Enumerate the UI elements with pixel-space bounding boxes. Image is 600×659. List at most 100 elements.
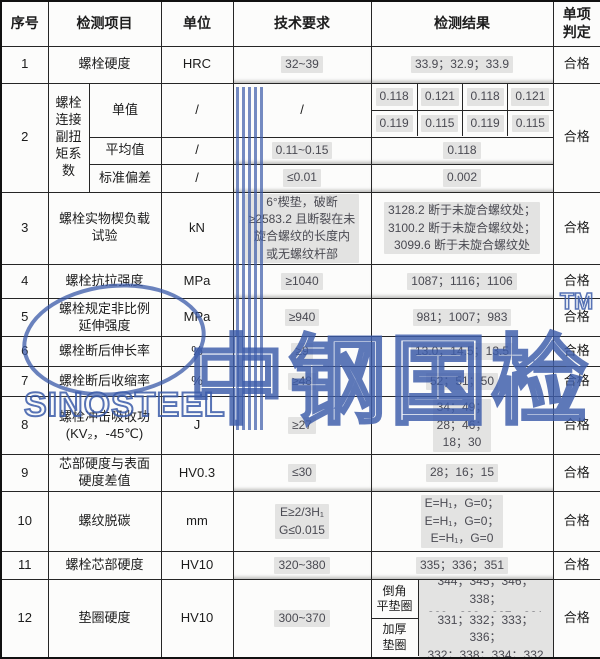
cell-r2-sub3-label: 标准偏差 [88,163,162,193]
value-chip: 0.121 [420,88,459,106]
value-chip: ≤0.01 [283,169,321,187]
cell-r2-sub2-result: 0.118 [370,136,554,165]
cell-r6-no: 6 [0,336,49,368]
value-chip: 0.115 [511,114,549,133]
cell-r2-item: 螺栓 连接 副扭 矩系 数 [47,82,90,193]
cell-r6-unit: % [160,336,234,368]
cell-r1-requirement: 32~39 [232,45,372,84]
table-row: 6 螺栓断后伸长率 % ≥9 13.0；14.5；13.5 合格 [0,336,600,368]
cell-r8-requirement: ≥27 [232,396,372,456]
cell-r9-no: 9 [0,454,49,493]
col-header-unit: 单位 [160,0,234,47]
cell-r7-result: 52；51；50 [370,366,554,398]
value-chip: ≥9 [291,342,313,361]
value-chip: 6°楔垫，破断 ≥2583.2 且断裂在未 旋合螺纹的长度内 或无螺纹杆部 [244,193,360,264]
cell-r6-judgment: 合格 [552,336,600,368]
cell-r3-no: 3 [0,191,49,266]
cell-r3-unit: kN [160,191,234,266]
value-chip: E≥2/3H₁ G≤0.015 [275,504,329,539]
value-chip: ≥940 [284,308,320,327]
cell-r10-judgment: 合格 [552,491,600,553]
cell-r7-judgment: 合格 [552,366,600,398]
cell-r8-result: 34；49； 28；46； 18；30 [370,396,554,456]
cell-r2-no: 2 [0,82,49,193]
cell-r4-unit: MPa [160,264,234,300]
cell-r12-result: 倒角 平垫圈 344；345；346；338； 329；333；327；331 … [370,579,554,659]
washer-type-label: 倒角 平垫圈 [372,580,419,619]
col-header-requirement: 技术要求 [232,0,372,47]
cell-r3-requirement: 6°楔垫，破断 ≥2583.2 且断裂在未 旋合螺纹的长度内 或无螺纹杆部 [232,191,372,266]
cell-r1-unit: HRC [160,45,234,84]
value-chip: 0.11~0.15 [271,141,333,160]
cell-r12-unit: HV10 [160,579,234,659]
cell-r8-unit: J [160,396,234,456]
value-chip: ≤30 [288,464,316,482]
value-chip: ≥27 [288,416,316,435]
cell-r5-item: 螺栓规定非比例 延伸强度 [47,298,162,338]
cell-r2-sub2-requirement: 0.11~0.15 [232,136,372,165]
table-row: 2 螺栓 连接 副扭 矩系 数 单值 / / 0.118 0.121 0.118… [0,82,600,193]
cell-r9-requirement: ≤30 [232,454,372,493]
cell-r11-judgment: 合格 [552,551,600,581]
cell-r2-sub1-unit: / [160,82,234,138]
cell-r2-sub1-label: 单值 [88,82,162,138]
table-row: 11 螺栓芯部硬度 HV10 320~380 335；336；351 合格 [0,551,600,581]
value-chip: 0.115 [421,114,459,133]
cell-r9-result: 28；16；15 [370,454,554,493]
table-row: 8 螺栓冲击吸收功 (KV₂，-45℃) J ≥27 34；49； 28；46；… [0,396,600,456]
value-chip: 331；332；333；336； 332；338；334；332 [418,611,552,657]
value-chip: 1087；1116；1106 [407,272,517,291]
cell-r2-sub1-result: 0.118 0.121 0.118 0.121 0.119 0.115 0.11… [370,82,554,138]
cell-r8-item: 螺栓冲击吸收功 (KV₂，-45℃) [47,396,162,456]
cell-r6-requirement: ≥9 [232,336,372,368]
table-row: 4 螺栓抗拉强度 MPa ≥1040 1087；1116；1106 合格 [0,264,600,300]
cell-r10-no: 10 [0,491,49,553]
cell-r10-item: 螺纹脱碳 [47,491,162,553]
cell-r1-no: 1 [0,45,49,84]
cell-r2-sub2-label: 平均值 [88,136,162,165]
cell-r6-item: 螺栓断后伸长率 [47,336,162,368]
cell-r4-result: 1087；1116；1106 [370,264,554,300]
cell-r2-judgment: 合格 [552,82,600,193]
col-header-item: 检测项目 [47,0,162,47]
cell-r12-item: 垫圈硬度 [47,579,162,659]
cell-r4-judgment: 合格 [552,264,600,300]
cell-r11-item: 螺栓芯部硬度 [47,551,162,581]
cell-r10-unit: mm [160,491,234,553]
cell-r2-sub3-result: 0.002 [370,163,554,193]
value-chip: 0.121 [511,88,550,106]
cell-r5-requirement: ≥940 [232,298,372,338]
value-chip: 300~370 [274,609,330,627]
value-chip: 320~380 [274,556,330,575]
table-row: 5 螺栓规定非比例 延伸强度 MPa ≥940 981；1007；983 合格 [0,298,600,338]
cell-r11-no: 11 [0,551,49,581]
washer-type-label: 加厚 垫圈 [372,618,419,657]
table-row: 10 螺纹脱碳 mm E≥2/3H₁ G≤0.015 E=H₁，G=0； E=H… [0,491,600,553]
cell-r10-requirement: E≥2/3H₁ G≤0.015 [232,491,372,553]
cell-r4-no: 4 [0,264,49,300]
value-chip: 34；49； 28；46； 18；30 [432,399,492,452]
table-row: 标准偏差 / ≤0.01 0.002 [1,163,600,193]
col-header-judgment: 单项 判定 [552,0,600,47]
value-chip: 52；51；50 [425,372,499,391]
cell-r7-item: 螺栓断后收缩率 [47,366,162,398]
cell-r5-no: 5 [0,298,49,338]
cell-r5-unit: MPa [160,298,234,338]
value-chip: 28；16；15 [425,464,499,482]
cell-r11-requirement: 320~380 [232,551,372,581]
value-chip: 3128.2 断于未旋合螺纹处； 3100.2 断于未旋合螺纹处； 3099.6… [383,202,541,255]
single-values-grid: 0.118 0.121 0.118 0.121 0.119 0.115 0.11… [372,84,552,136]
cell-r2-sub3-unit: / [160,163,234,193]
value-chip: 0.118 [466,88,504,106]
value-chip: 33.9；32.9；33.9 [410,55,514,74]
value-chip: 0.119 [466,114,504,133]
value-chip: ≥1040 [281,272,323,291]
value-chip: 0.118 [375,88,413,106]
value-chip: 335；336；351 [415,556,509,575]
cell-r2-sub2-unit: / [160,136,234,165]
cell-r2-sub1-requirement: / [232,82,372,138]
cell-r4-item: 螺栓抗拉强度 [47,264,162,300]
value-chip: 32~39 [281,55,323,74]
cell-r3-item: 螺栓实物楔负载 试验 [47,191,162,266]
